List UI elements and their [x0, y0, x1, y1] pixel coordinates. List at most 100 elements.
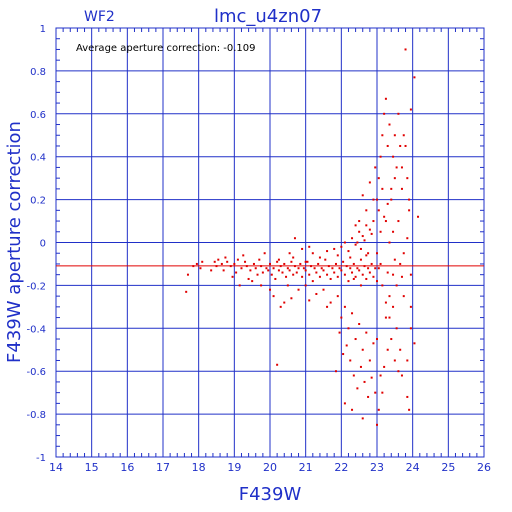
data-point: [377, 408, 380, 411]
data-point: [343, 305, 346, 308]
data-point: [354, 338, 357, 341]
data-point: [399, 144, 402, 147]
data-point: [379, 155, 382, 158]
data-point: [326, 250, 329, 253]
data-point: [361, 348, 364, 351]
data-point: [395, 166, 398, 169]
data-point: [402, 134, 405, 137]
data-point: [359, 247, 362, 250]
chart-title: lmc_u4zn07: [214, 6, 322, 27]
data-point: [358, 323, 361, 326]
x-tick-label: 26: [477, 461, 491, 474]
data-point: [326, 273, 329, 276]
data-point: [277, 269, 280, 272]
data-point: [395, 284, 398, 287]
data-point: [329, 277, 332, 280]
data-point: [304, 284, 307, 287]
data-point: [297, 267, 300, 270]
data-point: [359, 365, 362, 368]
data-point: [311, 252, 314, 255]
data-point: [354, 243, 357, 246]
y-tick-label: 0.8: [30, 67, 46, 78]
data-point: [390, 198, 393, 201]
data-point: [318, 275, 321, 278]
data-point: [406, 237, 409, 240]
data-point: [408, 209, 411, 212]
tick-labels: 14 15 16 17 18 19 20 21 22 23 24 25 26 -1 -0.8 -0.6 -0.4…: [26, 24, 491, 474]
data-point: [397, 220, 400, 223]
data-point: [408, 198, 411, 201]
data-point: [376, 423, 378, 426]
data-point: [384, 301, 387, 304]
y-axis-label: F439W aperture correction: [4, 121, 25, 363]
data-point: [343, 241, 346, 244]
data-point: [349, 256, 352, 259]
data-point: [383, 112, 386, 115]
data-point: [370, 262, 373, 265]
data-point: [220, 262, 223, 265]
data-point: [267, 269, 270, 272]
data-point: [240, 267, 243, 270]
x-tick-label: 23: [370, 461, 384, 474]
data-point: [356, 241, 359, 244]
data-point: [351, 237, 354, 240]
data-point: [185, 290, 188, 293]
data-point: [377, 177, 380, 180]
data-point: [217, 258, 220, 261]
data-point: [286, 267, 289, 270]
data-point: [272, 267, 275, 270]
data-point: [340, 269, 343, 272]
data-point: [301, 247, 304, 250]
data-point: [361, 194, 364, 197]
data-point: [358, 269, 361, 272]
data-point: [338, 267, 341, 270]
data-point: [352, 374, 355, 377]
data-point: [256, 273, 259, 276]
data-point: [285, 275, 288, 278]
data-points: [185, 48, 420, 426]
data-point: [290, 260, 293, 263]
data-point: [367, 267, 370, 270]
y-tick-label: -0.4: [26, 324, 46, 335]
data-point: [329, 301, 332, 304]
data-point: [409, 327, 412, 330]
data-point: [245, 265, 248, 268]
data-point: [409, 305, 412, 308]
data-point: [347, 250, 350, 253]
y-tick-label: -0.2: [26, 281, 46, 292]
data-point: [340, 316, 343, 319]
data-point: [372, 220, 375, 223]
data-point: [372, 198, 375, 201]
data-point: [406, 395, 409, 398]
data-point: [365, 277, 368, 280]
data-point: [213, 260, 216, 263]
data-point: [359, 284, 362, 287]
data-point: [388, 316, 391, 319]
data-point: [379, 374, 382, 377]
y-tick-label: -0.8: [26, 410, 46, 421]
data-point: [356, 387, 359, 390]
data-point: [333, 247, 336, 250]
data-point: [374, 391, 377, 394]
data-point: [327, 265, 330, 268]
data-point: [342, 353, 345, 356]
data-point: [402, 295, 405, 298]
data-point: [334, 370, 337, 373]
data-point: [342, 260, 345, 263]
data-point: [269, 288, 271, 291]
data-point: [397, 370, 400, 373]
data-point: [370, 376, 373, 379]
data-point: [384, 316, 387, 319]
data-point: [292, 273, 295, 276]
data-point: [368, 359, 371, 362]
data-point: [358, 220, 361, 223]
panel-label: WF2: [84, 9, 115, 25]
data-point: [365, 331, 368, 334]
data-point: [356, 267, 359, 270]
data-point: [238, 284, 241, 287]
data-point: [277, 258, 280, 261]
data-point: [393, 359, 396, 362]
x-axis-label: F439W: [239, 484, 302, 505]
data-point: [254, 267, 257, 270]
